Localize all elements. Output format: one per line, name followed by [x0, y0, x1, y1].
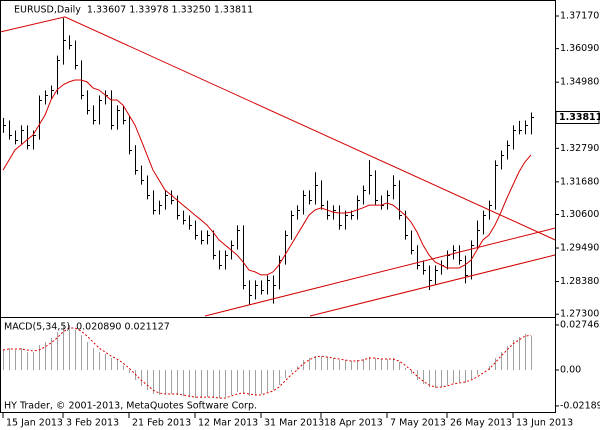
chart-title: EURUSD,Daily	[14, 5, 81, 16]
y-tick-label: 1.27300	[560, 309, 599, 320]
y-tick-label: 1.32790	[560, 143, 599, 154]
y-tick-label: 1.34980	[560, 77, 599, 88]
x-tick-label: 3 Feb 2013	[66, 418, 119, 429]
y-tick-label: 1.31680	[560, 176, 599, 187]
last-price-label: 1.33811	[559, 112, 600, 123]
y-tick-label: 1.29490	[560, 243, 599, 254]
trendline	[0, 16, 556, 241]
last-price-box	[555, 110, 600, 124]
x-tick-label: 21 Feb 2013	[132, 418, 191, 429]
y2-tick-label: 0.00	[560, 365, 581, 376]
y-tick-label: 1.36090	[560, 43, 599, 54]
x-tick-label: 26 May 2013	[450, 418, 512, 429]
indicator-title-values: 0.020890 0.021127	[76, 322, 170, 333]
footer: HY Trader, © 2001-2013, MetaQuotes Softw…	[4, 401, 257, 412]
y2-tick-label: 0.027462	[560, 319, 600, 330]
x-tick-label: 31 Mar 2013	[264, 418, 324, 429]
trendline	[204, 227, 556, 317]
chart-title-values: 1.33607 1.33978 1.33250 1.33811	[87, 5, 253, 16]
plot-area	[0, 16, 556, 399]
trendline	[309, 254, 556, 317]
macd-signal	[2, 327, 532, 399]
y-tick-label: 1.30600	[560, 209, 599, 220]
frame	[0, 0, 556, 413]
y-tick-label: 1.28380	[560, 276, 599, 287]
x-tick-label: 12 Mar 2013	[198, 418, 258, 429]
indicator-title: MACD(5,34,5)	[4, 322, 70, 333]
moving-average	[2, 79, 532, 276]
y-tick-label: 1.37170	[560, 11, 599, 22]
x-tick-label: 18 Apr 2013	[324, 418, 383, 429]
x-tick-label: 15 Jan 2013	[6, 418, 63, 429]
x-tick-label: 13 Jun 2013	[516, 418, 573, 429]
x-tick-label: 7 May 2013	[390, 418, 446, 429]
